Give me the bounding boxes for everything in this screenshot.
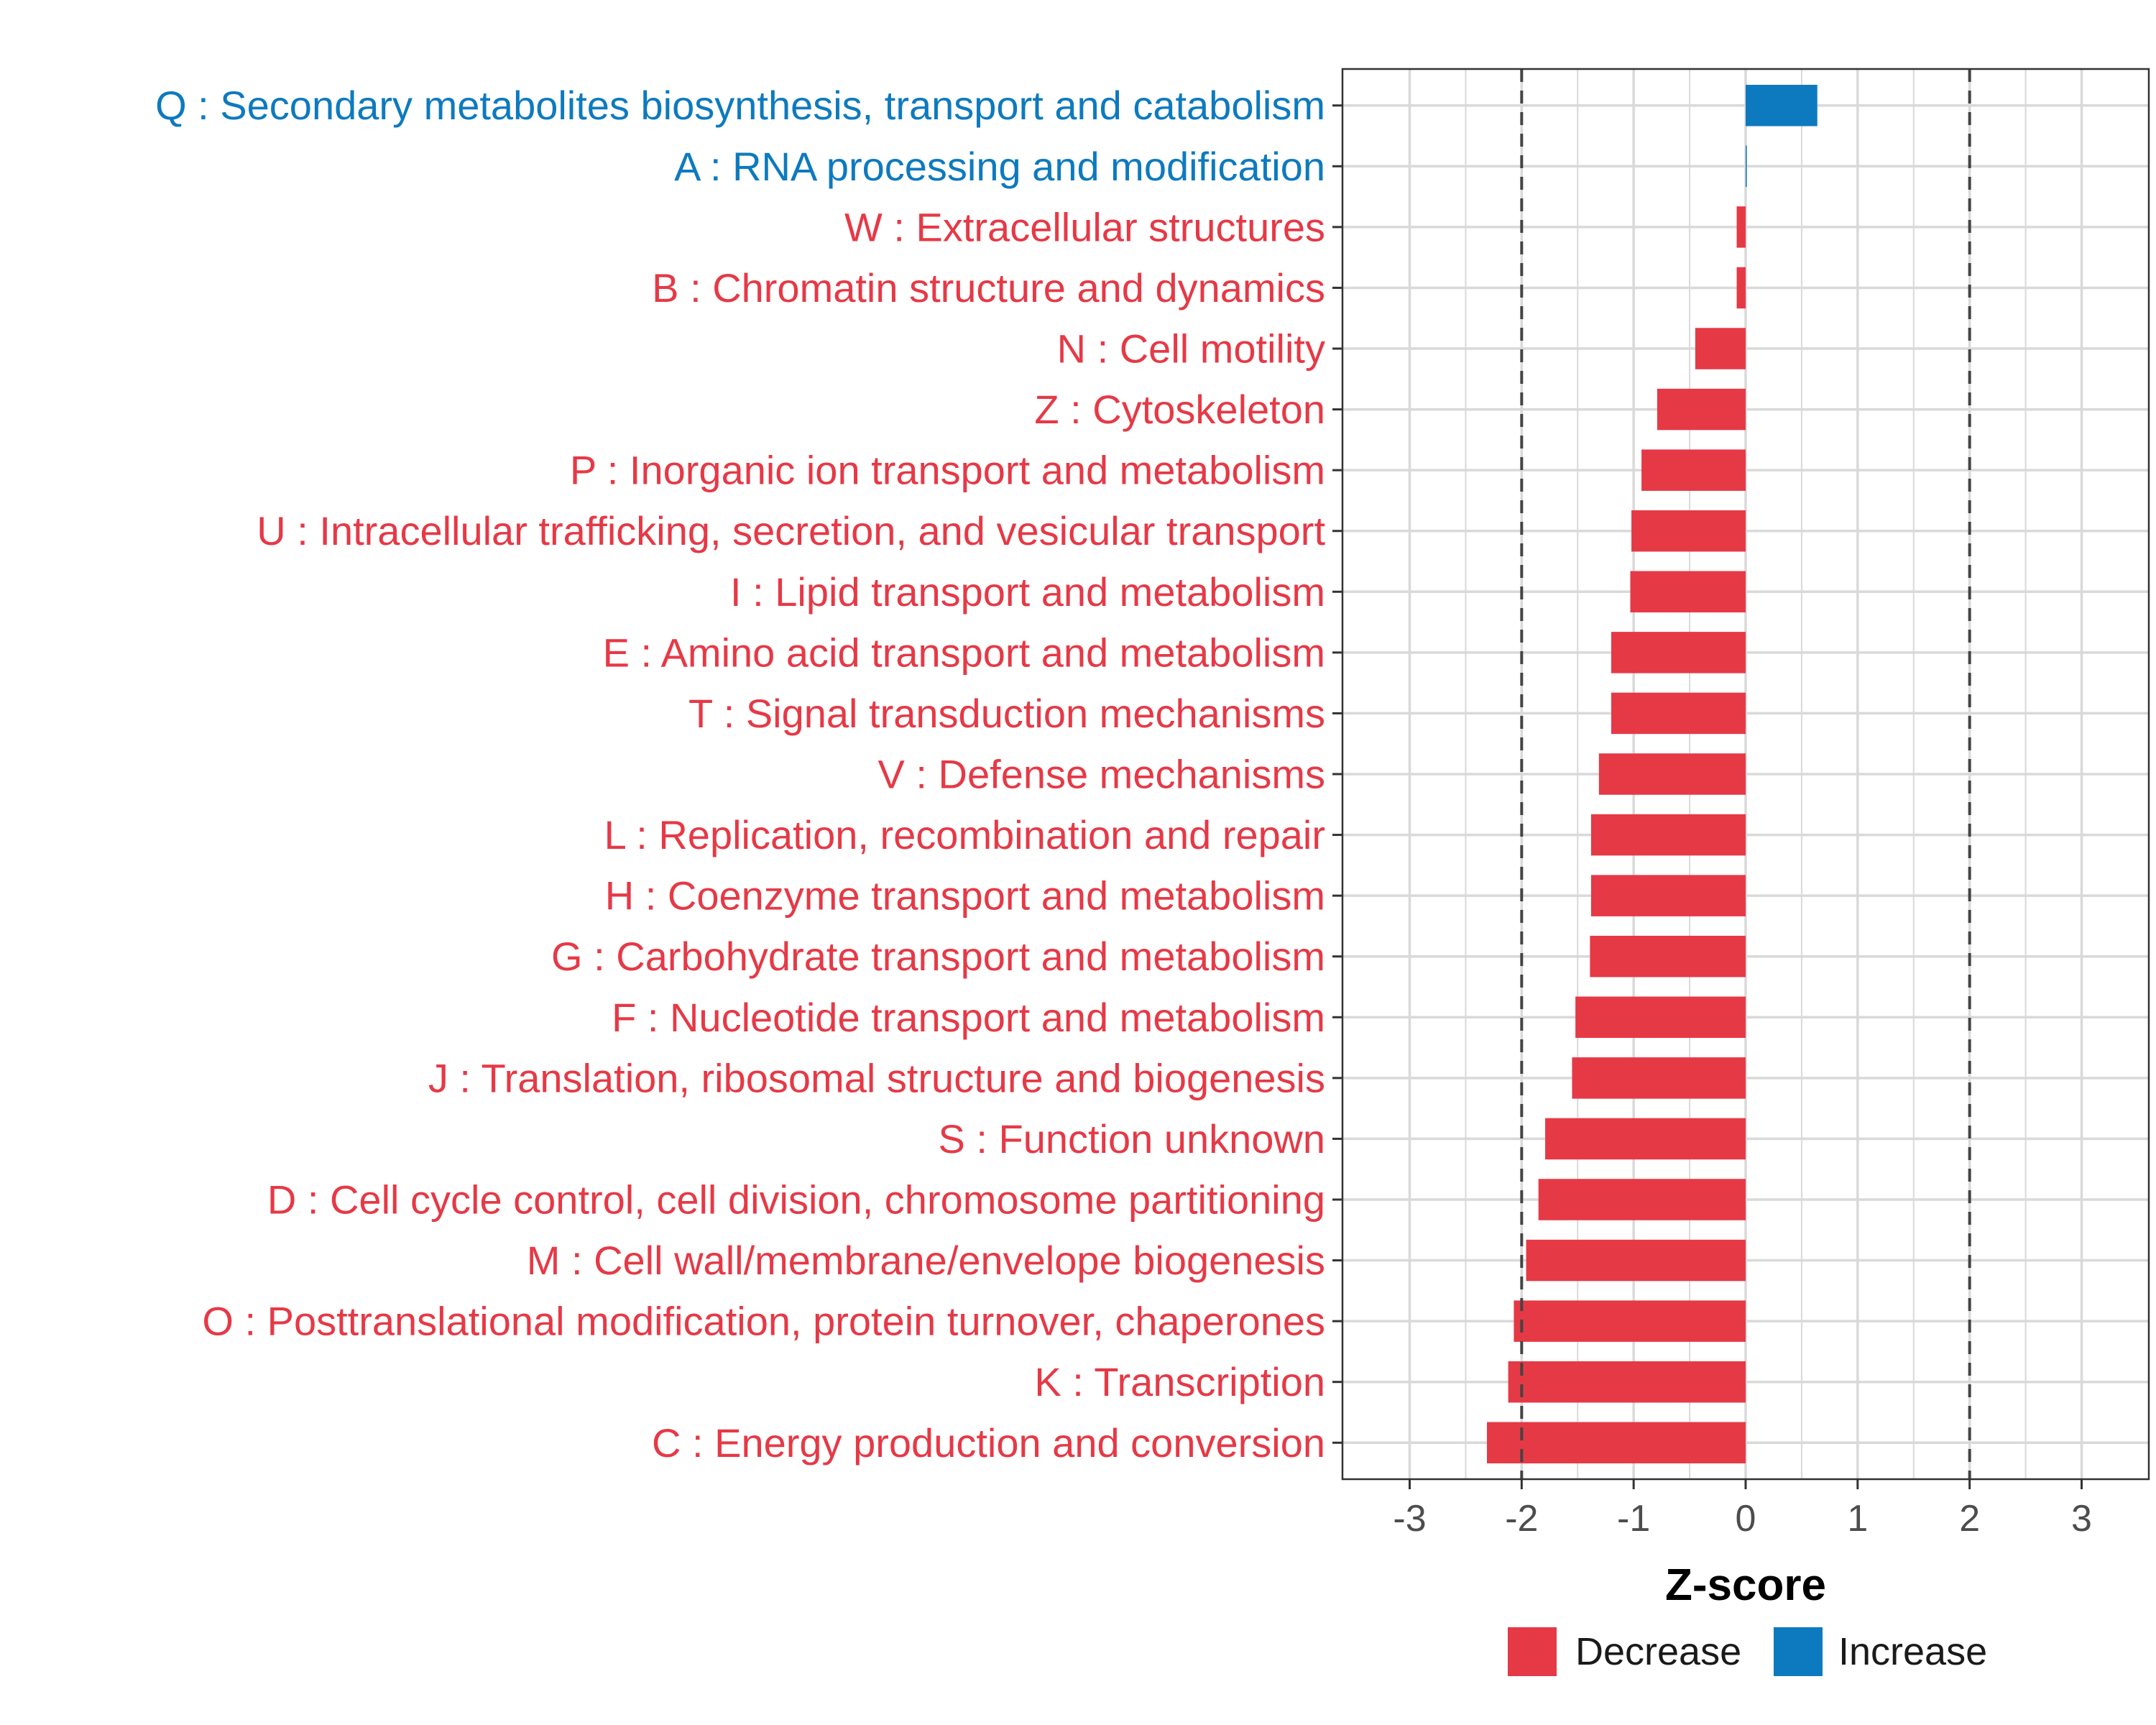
bars-layer bbox=[1487, 84, 1818, 1464]
x-axis-ticks: -3 -2 -1 0 1 2 3 bbox=[1393, 1479, 2092, 1540]
category-label: K : Transcription bbox=[1034, 1359, 1325, 1404]
bar bbox=[1514, 1300, 1746, 1342]
category-label: V : Defense mechanisms bbox=[878, 752, 1325, 797]
category-label: T : Signal transduction mechanisms bbox=[688, 691, 1325, 736]
bar bbox=[1611, 692, 1746, 735]
category-label: I : Lipid transport and metabolism bbox=[730, 569, 1325, 615]
bar bbox=[1598, 753, 1746, 795]
bar bbox=[1572, 1057, 1746, 1099]
x-tick-label: 2 bbox=[1959, 1498, 1980, 1540]
bar bbox=[1590, 814, 1746, 856]
category-label: E : Amino acid transport and metabolism bbox=[603, 630, 1325, 675]
category-label: H : Coenzyme transport and metabolism bbox=[605, 873, 1325, 919]
x-tick-label: -2 bbox=[1505, 1498, 1538, 1540]
bar bbox=[1590, 935, 1746, 978]
category-label: O : Posttranslational modification, prot… bbox=[202, 1299, 1325, 1344]
legend-swatch bbox=[1508, 1627, 1557, 1676]
category-label: L : Replication, recombination and repai… bbox=[604, 812, 1325, 857]
x-tick-label: -1 bbox=[1617, 1498, 1650, 1540]
bar bbox=[1538, 1179, 1746, 1220]
category-label: U : Intracellular trafficking, secretion… bbox=[257, 508, 1325, 553]
bar bbox=[1630, 571, 1746, 613]
legend-label: Increase bbox=[1838, 1630, 1987, 1673]
category-label: Q : Secondary metabolites biosynthesis, … bbox=[155, 83, 1325, 128]
category-label: S : Function unknown bbox=[938, 1116, 1325, 1162]
bar bbox=[1736, 267, 1746, 309]
category-label: Z : Cytoskeleton bbox=[1034, 387, 1325, 432]
category-label: P : Inorganic ion transport and metaboli… bbox=[570, 448, 1325, 493]
category-label: C : Energy production and conversion bbox=[652, 1420, 1325, 1466]
x-axis-title: Z-score bbox=[1665, 1560, 1826, 1610]
x-tick-label: 0 bbox=[1736, 1498, 1756, 1540]
bar bbox=[1575, 996, 1746, 1039]
bar bbox=[1746, 145, 1747, 188]
bar bbox=[1545, 1118, 1746, 1160]
legend-swatch bbox=[1774, 1627, 1823, 1676]
category-label: F : Nucleotide transport and metabolism bbox=[612, 995, 1325, 1040]
category-label: W : Extracellular structures bbox=[844, 204, 1325, 249]
bar bbox=[1590, 875, 1746, 916]
bar bbox=[1631, 510, 1746, 552]
bar bbox=[1736, 206, 1746, 248]
category-labels: Q : Secondary metabolites biosynthesis, … bbox=[155, 83, 1342, 1466]
category-label: D : Cell cycle control, cell division, c… bbox=[267, 1177, 1325, 1222]
x-tick-label: -3 bbox=[1393, 1498, 1426, 1540]
reference-lines bbox=[1520, 69, 1971, 1479]
bar bbox=[1611, 632, 1746, 673]
bar bbox=[1657, 388, 1746, 431]
bar bbox=[1508, 1361, 1746, 1403]
category-label: M : Cell wall/membrane/envelope biogenes… bbox=[527, 1238, 1325, 1283]
x-tick-label: 1 bbox=[1847, 1498, 1868, 1540]
bar bbox=[1746, 84, 1818, 126]
category-label: N : Cell motility bbox=[1057, 326, 1325, 372]
bar bbox=[1695, 328, 1746, 369]
category-label: J : Translation, ribosomal structure and… bbox=[428, 1055, 1325, 1100]
bar bbox=[1641, 449, 1746, 491]
category-label: A : RNA processing and modification bbox=[674, 144, 1325, 189]
x-tick-label: 3 bbox=[2071, 1498, 2092, 1540]
category-label: G : Carbohydrate transport and metabolis… bbox=[551, 934, 1325, 979]
bar bbox=[1487, 1422, 1746, 1464]
legend: Decrease Increase bbox=[1508, 1627, 1987, 1676]
legend-label: Decrease bbox=[1575, 1630, 1741, 1673]
category-label: B : Chromatin structure and dynamics bbox=[652, 265, 1325, 310]
bar bbox=[1526, 1239, 1746, 1282]
